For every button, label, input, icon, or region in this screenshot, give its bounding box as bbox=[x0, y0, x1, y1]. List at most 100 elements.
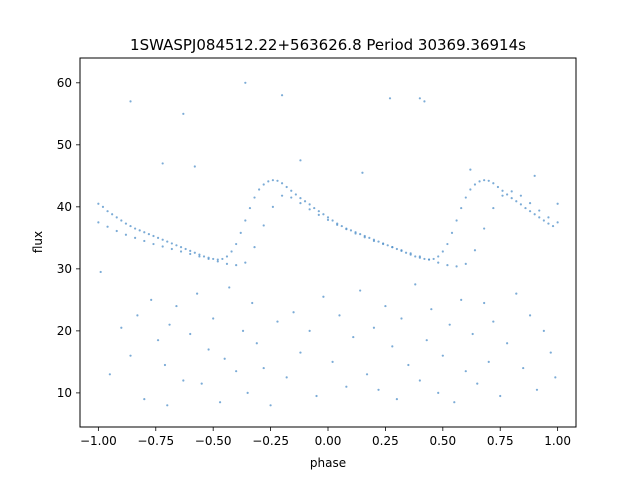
data-point bbox=[400, 317, 403, 320]
data-point bbox=[418, 97, 421, 100]
data-point bbox=[326, 216, 330, 219]
data-point bbox=[134, 236, 137, 239]
y-axis: 10 20 30 40 50 60 bbox=[57, 76, 80, 400]
data-point bbox=[395, 397, 398, 401]
data-point bbox=[299, 197, 302, 200]
data-point bbox=[542, 329, 545, 332]
data-point bbox=[455, 219, 458, 222]
data-point bbox=[253, 246, 256, 249]
data-point bbox=[294, 193, 297, 196]
data-point bbox=[156, 236, 160, 239]
data-point bbox=[225, 255, 229, 258]
data-point bbox=[492, 182, 495, 185]
data-point bbox=[251, 301, 254, 305]
data-point bbox=[276, 320, 279, 323]
data-point bbox=[501, 189, 504, 192]
data-point bbox=[519, 203, 522, 206]
x-tick-label: −0.50 bbox=[195, 434, 232, 448]
data-point bbox=[216, 258, 219, 261]
data-point bbox=[198, 253, 201, 256]
data-point bbox=[262, 366, 265, 370]
data-point bbox=[377, 240, 380, 243]
data-point bbox=[189, 249, 192, 252]
data-point bbox=[244, 219, 247, 222]
data-point bbox=[189, 332, 192, 336]
data-point bbox=[391, 246, 394, 249]
data-point bbox=[460, 298, 463, 301]
scatter-points bbox=[97, 81, 559, 407]
x-tick-label: 0.25 bbox=[372, 434, 399, 448]
data-point bbox=[506, 342, 509, 345]
data-point bbox=[175, 244, 178, 247]
data-point bbox=[473, 183, 477, 186]
x-tick-label: 0.00 bbox=[315, 434, 342, 448]
data-point bbox=[280, 194, 284, 197]
data-point bbox=[432, 257, 435, 261]
data-point bbox=[425, 339, 428, 342]
data-point bbox=[271, 179, 274, 182]
data-point bbox=[519, 194, 522, 197]
data-point bbox=[200, 382, 203, 385]
data-point bbox=[299, 202, 302, 205]
data-point bbox=[175, 304, 178, 308]
data-point bbox=[515, 292, 518, 295]
data-point bbox=[418, 379, 421, 382]
data-point bbox=[285, 185, 288, 189]
data-point bbox=[469, 168, 472, 171]
data-point bbox=[269, 404, 272, 407]
data-point bbox=[528, 314, 532, 317]
data-point bbox=[345, 228, 348, 231]
data-point bbox=[331, 360, 334, 363]
data-point bbox=[501, 194, 504, 197]
data-point bbox=[506, 193, 509, 196]
data-point bbox=[496, 185, 500, 189]
data-point bbox=[365, 373, 369, 376]
y-tick-label: 40 bbox=[57, 200, 72, 214]
data-point bbox=[292, 311, 295, 314]
data-point bbox=[241, 329, 245, 332]
y-axis-label: flux bbox=[31, 231, 45, 253]
data-point bbox=[313, 206, 316, 210]
x-tick-label: 0.75 bbox=[487, 434, 514, 448]
data-point bbox=[179, 250, 183, 253]
data-point bbox=[460, 206, 463, 210]
data-point bbox=[308, 208, 311, 211]
data-point bbox=[147, 233, 150, 236]
data-point bbox=[361, 171, 364, 174]
data-point bbox=[99, 270, 102, 274]
data-point bbox=[168, 323, 171, 326]
data-point bbox=[170, 247, 173, 251]
data-point bbox=[166, 404, 169, 407]
data-point bbox=[322, 295, 325, 298]
data-point bbox=[384, 304, 387, 308]
data-point bbox=[258, 188, 261, 191]
data-point bbox=[535, 388, 539, 391]
data-point bbox=[450, 231, 454, 234]
data-point bbox=[483, 179, 486, 182]
data-point bbox=[487, 360, 490, 363]
data-point bbox=[143, 231, 146, 234]
data-point bbox=[478, 180, 481, 183]
data-point bbox=[235, 242, 238, 246]
data-point bbox=[212, 257, 215, 261]
data-point bbox=[216, 260, 219, 263]
data-point bbox=[156, 339, 160, 342]
data-point bbox=[106, 210, 109, 213]
data-point bbox=[235, 264, 238, 267]
x-tick-label: −0.75 bbox=[137, 434, 174, 448]
data-point bbox=[515, 200, 518, 203]
data-point bbox=[193, 165, 196, 168]
data-point bbox=[549, 351, 552, 354]
data-point bbox=[510, 190, 513, 193]
data-point bbox=[143, 239, 146, 243]
data-point bbox=[166, 240, 169, 243]
data-point bbox=[248, 206, 252, 210]
data-point bbox=[136, 314, 139, 317]
data-point bbox=[437, 391, 440, 394]
data-point bbox=[202, 255, 206, 258]
data-point bbox=[524, 206, 527, 210]
data-point bbox=[143, 397, 146, 401]
data-point bbox=[115, 229, 118, 233]
data-point bbox=[207, 348, 210, 351]
data-point bbox=[382, 242, 385, 246]
